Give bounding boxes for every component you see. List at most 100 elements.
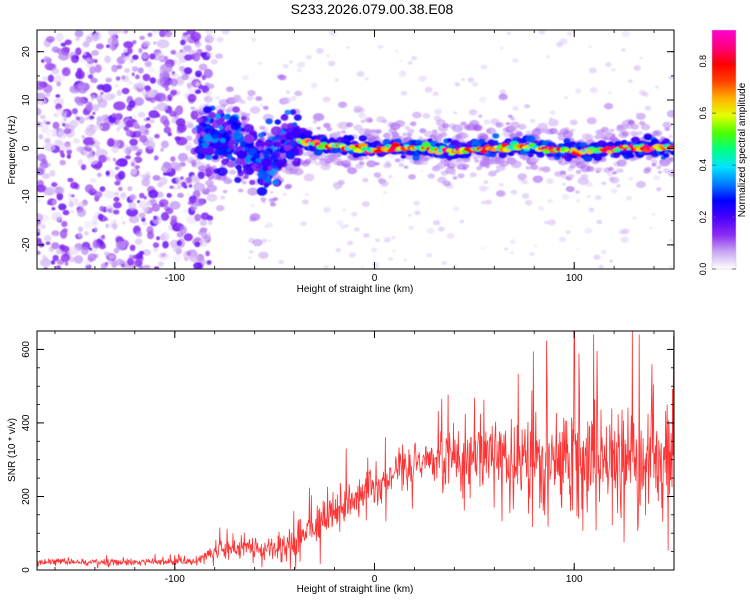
spectrogram-cell <box>412 155 420 162</box>
spectrogram-cell <box>326 54 330 58</box>
spectrogram-cell <box>181 181 187 188</box>
spectrogram-cell <box>359 161 365 166</box>
spectrogram-cell <box>234 96 243 103</box>
spectrogram-cell <box>61 153 65 158</box>
spectrogram-cell <box>223 114 231 120</box>
spectrogram-cell <box>343 163 351 169</box>
x-tick-label: 100 <box>566 273 583 284</box>
x-tick-label: 0 <box>372 273 378 284</box>
spectrogram-cell <box>169 185 174 189</box>
spectrogram-cell <box>593 254 601 260</box>
spectrogram-cell <box>102 85 105 90</box>
spectrogram-cell <box>198 63 208 71</box>
spectrogram-cell <box>128 145 136 152</box>
spectrogram-cell <box>593 154 603 162</box>
spectrogram-cell <box>278 74 287 81</box>
spectrogram-cell <box>117 170 126 180</box>
spectrogram-cell <box>510 121 520 129</box>
spectrogram-cell <box>255 140 266 149</box>
spectrogram-cell <box>564 155 573 162</box>
spectrogram-cell <box>51 46 60 53</box>
spectrogram-cell <box>336 131 342 135</box>
spectrogram-cell <box>117 120 126 129</box>
spectrogram-cell <box>97 125 103 130</box>
spectrogram-cell <box>159 176 168 186</box>
chart-title: S233.2026.079.00.38.E08 <box>291 1 454 17</box>
spectrogram-cell <box>249 213 261 221</box>
spectrogram-cell <box>37 165 46 175</box>
spectrogram-cell <box>137 67 144 74</box>
spectrogram-cell <box>341 130 347 134</box>
spectrogram-y-axis: -20 -10 0 10 20 <box>21 46 674 270</box>
spectrogram-cell <box>207 130 212 134</box>
spectrogram-cell <box>41 173 50 180</box>
spectrogram-cell <box>346 122 354 128</box>
spectrogram-cell <box>75 37 80 41</box>
spectrogram-cell <box>394 49 399 53</box>
spectrogram-cell <box>478 114 483 118</box>
spectrogram-x-label: Height of straight line (km) <box>297 284 414 295</box>
spectrogram-cell <box>486 127 497 135</box>
spectrogram-cell <box>300 221 307 227</box>
spectrogram-cell <box>74 30 84 38</box>
spectrogram-cell <box>162 240 169 249</box>
spectrogram-cell <box>149 119 155 124</box>
spectrogram-cell <box>570 147 577 152</box>
spectrogram-cell <box>607 90 612 95</box>
spectrogram-cell <box>154 93 167 102</box>
spectrogram-cell <box>56 192 64 201</box>
spectrogram-cell <box>175 51 185 59</box>
spectrogram-cell <box>56 81 62 87</box>
spectrogram-cell <box>631 131 639 138</box>
spectrogram-cell <box>235 164 243 171</box>
spectrogram-cell <box>143 196 147 200</box>
spectrogram-cell <box>538 30 546 35</box>
spectrogram-cell <box>43 234 52 242</box>
spectrogram-cell <box>85 184 94 194</box>
spectrogram-cell <box>153 41 157 45</box>
spectrogram-cell <box>257 146 263 151</box>
spectrogram-cell <box>354 227 360 232</box>
spectrogram-cell <box>261 238 268 243</box>
spectrogram-cell <box>91 49 100 56</box>
y-tick-label: 0 <box>21 145 32 151</box>
spectrogram-cell <box>230 170 237 175</box>
spectrogram-cell <box>107 36 119 46</box>
spectrogram-cell <box>92 111 96 115</box>
spectrogram-cell <box>115 240 127 250</box>
spectrogram-cell <box>75 116 81 121</box>
spectrogram-cell <box>329 30 337 36</box>
spectrogram-cell <box>141 203 149 213</box>
spectrogram-cell <box>94 31 102 41</box>
spectrogram-cell <box>206 260 212 265</box>
spectrogram-cell <box>45 36 55 43</box>
spectrogram-cell <box>37 184 47 193</box>
colorbar-gradient <box>712 30 736 269</box>
spectrogram-cell <box>81 135 85 139</box>
spectrogram-cell <box>121 75 126 80</box>
spectrogram-cell <box>151 30 160 34</box>
spectrogram-cell <box>113 101 126 111</box>
spectrogram-cell <box>651 159 658 165</box>
spectrogram-cell <box>518 123 527 130</box>
spectrogram-cell <box>51 128 58 134</box>
spectrogram-cell <box>478 138 486 144</box>
spectrogram-cell <box>132 121 140 129</box>
spectrogram-cell <box>667 169 674 177</box>
spectrogram-cell <box>375 162 380 166</box>
spectrogram-cell <box>132 40 137 45</box>
snr-y-axis: 0 200 400 600 <box>21 330 674 573</box>
spectrogram-cell <box>142 221 148 226</box>
spectrogram-cell <box>87 154 91 158</box>
spectrogram-cell <box>570 128 575 132</box>
spectrogram-cell <box>205 166 215 176</box>
spectrogram-cell <box>575 153 582 157</box>
spectrogram-cell <box>87 156 99 165</box>
spectrogram-cell <box>68 200 74 208</box>
spectrogram-cell <box>116 158 128 167</box>
spectrogram-cell <box>216 36 224 43</box>
spectrogram-cell <box>203 190 209 195</box>
spectrogram-cell <box>186 157 195 164</box>
spectrogram-cell <box>226 86 234 92</box>
spectrogram-cell <box>422 113 431 119</box>
